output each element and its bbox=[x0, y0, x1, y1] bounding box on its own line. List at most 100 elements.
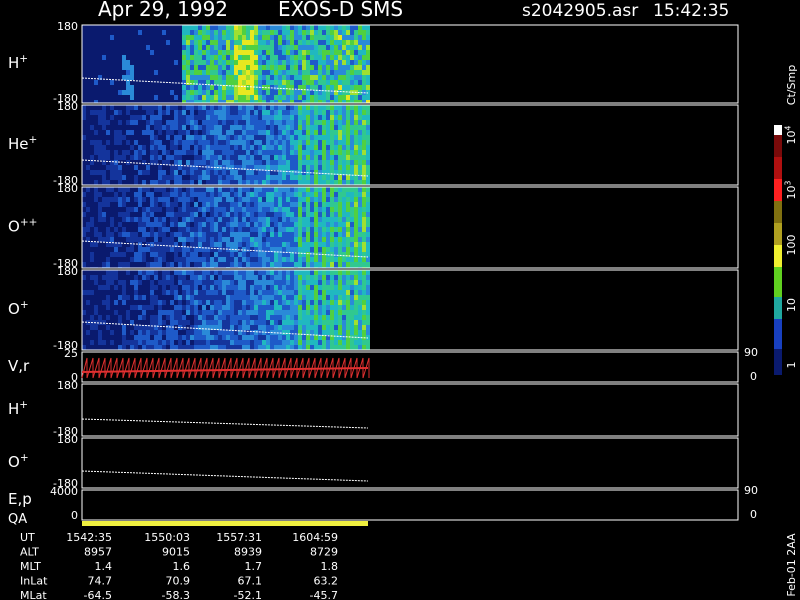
spectrogram-cell bbox=[266, 130, 270, 135]
spectrogram-cell bbox=[290, 227, 294, 232]
spectrogram-cell bbox=[274, 160, 278, 165]
spectrogram-cell bbox=[338, 35, 342, 40]
spectrogram-cell bbox=[290, 125, 294, 130]
spectrogram-cell bbox=[206, 257, 210, 262]
spectrogram-cell bbox=[294, 115, 298, 120]
spectrogram-cell bbox=[226, 105, 230, 110]
spectrogram-cell bbox=[322, 65, 326, 70]
spectrogram-cell bbox=[362, 280, 366, 285]
spectrogram-cell bbox=[310, 160, 314, 165]
spectrogram-cell bbox=[242, 115, 246, 120]
spectrogram-cell bbox=[338, 270, 342, 275]
spectrogram-cell bbox=[326, 60, 330, 65]
spectrogram-cell bbox=[290, 257, 294, 262]
spectrogram-cell bbox=[318, 247, 322, 252]
spectrogram-cell bbox=[210, 90, 214, 95]
colorbar-label: 100 bbox=[785, 235, 798, 256]
spectrogram-cell bbox=[206, 55, 210, 60]
spectrogram-cell bbox=[366, 165, 370, 170]
spectrogram-cell bbox=[314, 75, 318, 80]
spectrogram-cell bbox=[146, 207, 150, 212]
spectrogram-cell bbox=[234, 110, 238, 115]
spectrogram-cell bbox=[270, 275, 274, 280]
spectrogram-cell bbox=[242, 165, 246, 170]
spectrogram-cell bbox=[194, 275, 198, 280]
trace-line bbox=[81, 321, 369, 339]
spectrogram-cell bbox=[218, 40, 222, 45]
spectrogram-cell bbox=[142, 187, 146, 192]
spectrogram-cell bbox=[242, 120, 246, 125]
spectrogram-cell bbox=[358, 197, 362, 202]
spectrogram-cell bbox=[178, 120, 182, 125]
spectrogram-cell bbox=[234, 330, 238, 335]
spectrogram-cell bbox=[254, 285, 258, 290]
spectrogram-cell bbox=[290, 80, 294, 85]
spectrogram-cell bbox=[218, 85, 222, 90]
spectrogram-cell bbox=[182, 222, 186, 227]
spectrogram-cell bbox=[162, 310, 166, 315]
spectrogram-cell bbox=[258, 305, 262, 310]
spectrogram-cell bbox=[106, 242, 110, 247]
spectrogram-cell bbox=[250, 65, 254, 70]
spectrogram-cell bbox=[110, 115, 114, 120]
spectrogram-cell bbox=[338, 25, 342, 30]
spectrogram-cell bbox=[90, 257, 94, 262]
spectrogram-cell bbox=[270, 207, 274, 212]
spectrogram-cell bbox=[190, 232, 194, 237]
spectrogram-cell bbox=[166, 227, 170, 232]
spectrogram-cell bbox=[342, 330, 346, 335]
spectrogram-cell bbox=[182, 170, 186, 175]
spectrogram-cell bbox=[102, 150, 106, 155]
spectrogram-cell bbox=[290, 192, 294, 197]
spectrogram-cell bbox=[282, 135, 286, 140]
spectrogram-cell bbox=[350, 330, 354, 335]
spectrogram-cell bbox=[214, 290, 218, 295]
spectrogram-cell bbox=[226, 145, 230, 150]
spectrogram-cell bbox=[362, 85, 366, 90]
spectrogram-cell bbox=[302, 192, 306, 197]
spectrogram-cell bbox=[330, 285, 334, 290]
spectrogram-cell bbox=[278, 50, 282, 55]
spectrogram-cell bbox=[246, 217, 250, 222]
right-tick-label: 90 bbox=[744, 346, 758, 359]
row-value: 1550:03 bbox=[144, 531, 190, 544]
spectrogram-cell bbox=[294, 175, 298, 180]
spectrogram-cell bbox=[202, 280, 206, 285]
spectrogram-cell bbox=[302, 105, 306, 110]
spectrogram-cell bbox=[102, 105, 106, 110]
spectrogram-cell bbox=[262, 130, 266, 135]
spectrogram-cell bbox=[210, 140, 214, 145]
spectrogram-cell bbox=[82, 212, 86, 217]
spectrogram-cell bbox=[114, 192, 118, 197]
spectrogram-cell bbox=[282, 110, 286, 115]
spectrogram-cell bbox=[218, 285, 222, 290]
spectrogram-cell bbox=[278, 275, 282, 280]
spectrogram-cell bbox=[302, 227, 306, 232]
spectrogram-cell bbox=[358, 90, 362, 95]
spectrogram-cell bbox=[210, 197, 214, 202]
spectrogram-cell bbox=[174, 155, 178, 160]
spectrogram-cell bbox=[182, 270, 186, 275]
spectrogram-cell bbox=[306, 65, 310, 70]
spectrogram-cell bbox=[238, 217, 242, 222]
spectrogram-cell bbox=[254, 247, 258, 252]
spectrogram-cell bbox=[270, 315, 274, 320]
spectrogram-cell bbox=[306, 295, 310, 300]
spectrogram-cell bbox=[334, 192, 338, 197]
spectrogram-cell bbox=[238, 300, 242, 305]
spectrogram-cell bbox=[278, 40, 282, 45]
spectrogram-cell bbox=[98, 140, 102, 145]
colorbar-segment bbox=[774, 179, 782, 201]
spectrogram-cell bbox=[342, 30, 346, 35]
colorbar-segment bbox=[774, 125, 782, 135]
y-tick-label: 0 bbox=[71, 371, 78, 384]
spectrogram-cell bbox=[186, 290, 190, 295]
spectrogram-cell bbox=[246, 315, 250, 320]
spectrogram-cell bbox=[198, 30, 202, 35]
spectrogram-cell bbox=[222, 100, 226, 103]
spectrogram-cell bbox=[250, 242, 254, 247]
spectrogram-cell bbox=[202, 207, 206, 212]
spectrogram-cell bbox=[338, 315, 342, 320]
spectrogram-cell bbox=[182, 150, 186, 155]
